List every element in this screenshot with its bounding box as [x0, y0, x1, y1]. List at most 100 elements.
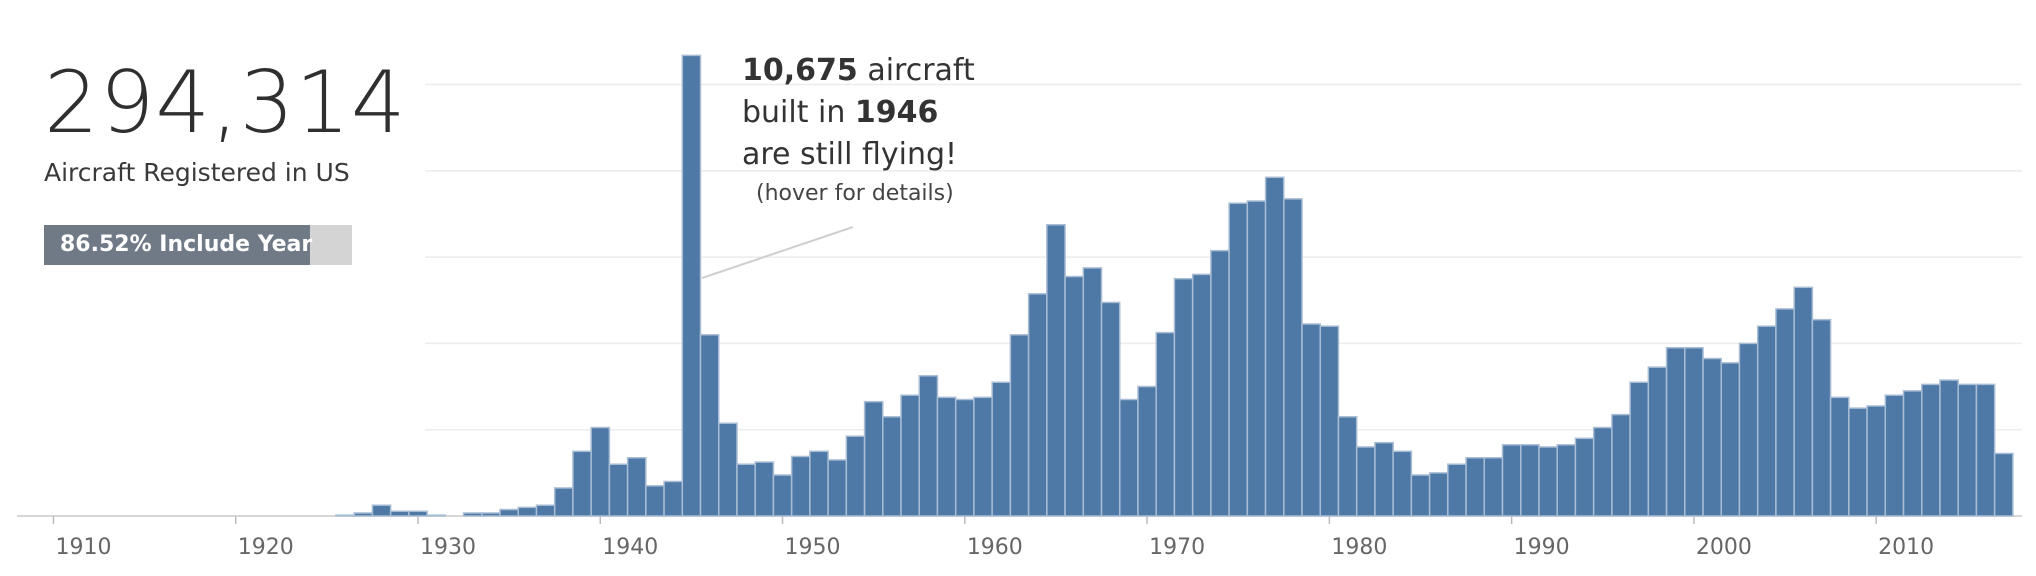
bar-1969[interactable]	[1119, 398, 1139, 517]
bar-1963[interactable]	[1009, 334, 1030, 517]
bar-1980[interactable]	[1319, 325, 1340, 517]
bar-1991[interactable]	[1520, 444, 1540, 517]
bar-2009[interactable]	[1848, 407, 1868, 517]
bar-1986[interactable]	[1428, 472, 1449, 517]
bar-1928[interactable]	[371, 504, 392, 517]
bar-1981[interactable]	[1337, 416, 1358, 517]
bar-1939[interactable]	[572, 450, 592, 517]
bar-1936[interactable]	[517, 506, 538, 517]
bar-1973[interactable]	[1191, 273, 1212, 517]
bar-1937[interactable]	[535, 504, 556, 517]
bar-1945[interactable]	[681, 54, 702, 517]
bar-1998[interactable]	[1647, 366, 1668, 517]
bar-2012[interactable]	[1902, 390, 1923, 517]
bar-2011[interactable]	[1884, 394, 1905, 517]
x-axis-ticks: 1910 1920 1930 1940 1950 1960 1970 1980 1990 2000…	[52, 516, 1934, 560]
bar-1964[interactable]	[1027, 293, 1048, 517]
bar-1948[interactable]	[736, 463, 756, 517]
bar-1971[interactable]	[1155, 331, 1176, 517]
bar-1941[interactable]	[608, 463, 629, 517]
bar-2000[interactable]	[1684, 346, 1704, 517]
bar-1985[interactable]	[1410, 474, 1431, 517]
bar-1970[interactable]	[1137, 385, 1157, 517]
bar-2008[interactable]	[1829, 396, 1850, 517]
bar-1933[interactable]	[462, 512, 483, 517]
bar-2015[interactable]	[1957, 383, 1978, 517]
bar-2002[interactable]	[1720, 362, 1741, 517]
bar-1994[interactable]	[1574, 437, 1595, 517]
bar-1974[interactable]	[1210, 249, 1230, 517]
bar-1956[interactable]	[882, 416, 902, 517]
bar-1984[interactable]	[1392, 450, 1413, 517]
bar-1953[interactable]	[827, 459, 848, 517]
bar-1944[interactable]	[663, 480, 684, 517]
bar-1993[interactable]	[1556, 444, 1577, 517]
bar-2013[interactable]	[1921, 383, 1941, 517]
bar-1999[interactable]	[1665, 346, 1686, 517]
annotation-hint: (hover for details)	[756, 181, 954, 206]
bar-1997[interactable]	[1629, 381, 1650, 517]
bar-1930[interactable]	[408, 510, 428, 517]
bar-2014[interactable]	[1939, 379, 1959, 517]
bar-1983[interactable]	[1374, 441, 1394, 517]
bar-1982[interactable]	[1355, 446, 1376, 517]
bar-1947[interactable]	[718, 422, 738, 517]
bar-1959[interactable]	[936, 396, 957, 517]
bar-1967[interactable]	[1082, 267, 1103, 517]
bar-1960[interactable]	[954, 398, 975, 517]
bar-1943[interactable]	[645, 485, 665, 517]
bar-1995[interactable]	[1592, 426, 1613, 517]
bar-1972[interactable]	[1173, 277, 1194, 517]
bar-1934[interactable]	[481, 512, 501, 517]
bar-1988[interactable]	[1465, 457, 1486, 517]
bar-1975[interactable]	[1228, 202, 1249, 517]
bar-1949[interactable]	[754, 461, 775, 517]
kpi-panel: 294,314 Aircraft Registered in US 86.52%…	[44, 60, 406, 265]
bar-1929[interactable]	[389, 510, 410, 517]
bar-1955[interactable]	[863, 400, 884, 517]
bar-1926[interactable]	[335, 514, 355, 517]
bar-1977[interactable]	[1264, 176, 1285, 517]
bar-1989[interactable]	[1483, 457, 1504, 517]
bar-2006[interactable]	[1793, 286, 1814, 517]
bar-2004[interactable]	[1756, 325, 1777, 517]
bar-1940[interactable]	[590, 426, 611, 517]
bar-2005[interactable]	[1775, 308, 1795, 517]
bar-2001[interactable]	[1702, 357, 1723, 517]
bar-1935[interactable]	[499, 508, 519, 517]
bar-1961[interactable]	[973, 396, 993, 517]
bar-1931[interactable]	[426, 514, 447, 517]
x-tick-label-1910: 1910	[55, 535, 111, 560]
bar-2003[interactable]	[1738, 342, 1759, 517]
include-year-progress-fill	[44, 225, 311, 265]
bar-2017[interactable]	[1993, 452, 2014, 517]
bar-2007[interactable]	[1811, 318, 1832, 517]
bar-1954[interactable]	[845, 435, 866, 517]
annotation-line-2-text: built in	[742, 95, 855, 130]
bar-1952[interactable]	[809, 450, 829, 517]
bar-1965[interactable]	[1046, 224, 1066, 517]
bar-1987[interactable]	[1447, 463, 1467, 517]
bar-1946[interactable]	[699, 334, 720, 517]
x-tick-label-1940: 1940	[602, 535, 658, 560]
bar-1962[interactable]	[991, 381, 1012, 517]
bars	[335, 54, 2014, 517]
bar-1976[interactable]	[1246, 200, 1267, 517]
bar-1938[interactable]	[553, 487, 574, 517]
bar-1958[interactable]	[918, 375, 939, 517]
bar-1996[interactable]	[1611, 413, 1631, 517]
bar-1992[interactable]	[1538, 446, 1558, 517]
bar-1950[interactable]	[772, 474, 793, 517]
bar-1927[interactable]	[353, 512, 374, 517]
bar-2010[interactable]	[1866, 405, 1887, 517]
bar-1942[interactable]	[626, 457, 647, 517]
bar-1979[interactable]	[1301, 323, 1322, 517]
annotation-year: 1946	[855, 95, 939, 130]
bar-1978[interactable]	[1283, 198, 1303, 517]
bar-1968[interactable]	[1100, 301, 1121, 517]
bar-1951[interactable]	[790, 455, 811, 517]
bar-2016[interactable]	[1975, 383, 1996, 517]
bar-1957[interactable]	[900, 394, 921, 517]
bar-1990[interactable]	[1501, 444, 1522, 517]
bar-1966[interactable]	[1064, 275, 1085, 517]
